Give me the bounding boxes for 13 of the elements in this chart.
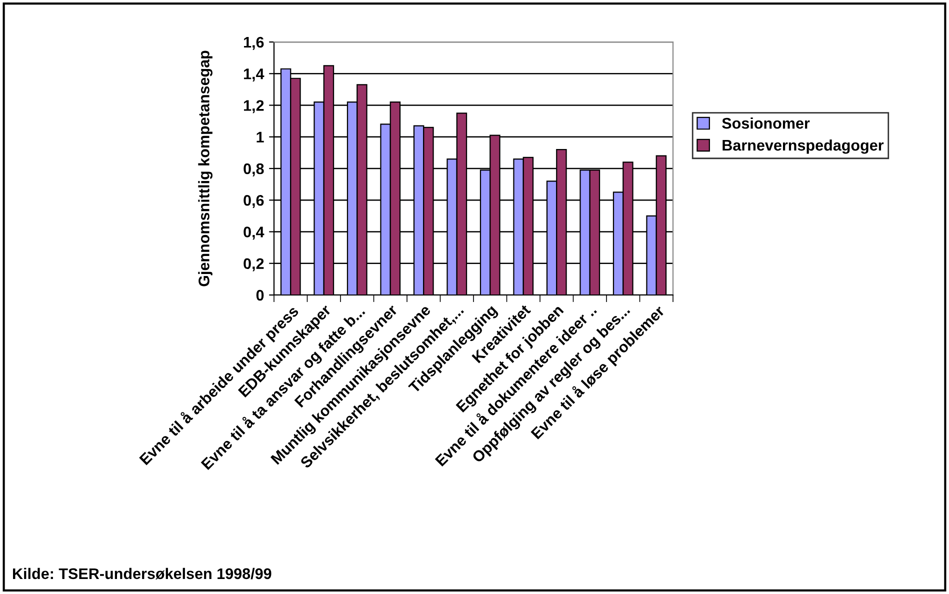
y-axis-title: Gjennomsnittlig kompetansegap (198, 50, 212, 286)
y-tick-label: 1,2 (244, 100, 264, 114)
y-tick-label: 0,6 (244, 194, 264, 208)
y-tick-label: 1 (256, 132, 264, 142)
y-tick-label: 0 (256, 290, 264, 301)
legend-label: Barnevernspedagoger (722, 139, 884, 154)
legend-label: Sosionomer (722, 118, 810, 129)
y-tick-label: 0,4 (244, 226, 264, 240)
text: Kilde: TSER-undersøkelsen 1998/99 (13, 568, 272, 580)
y-tick-label: 1,4 (244, 68, 264, 82)
y-tick-label: 0,2 (244, 258, 264, 272)
y-tick-label: 1,6 (244, 36, 264, 50)
y-tick-label: 0,8 (244, 163, 264, 176)
